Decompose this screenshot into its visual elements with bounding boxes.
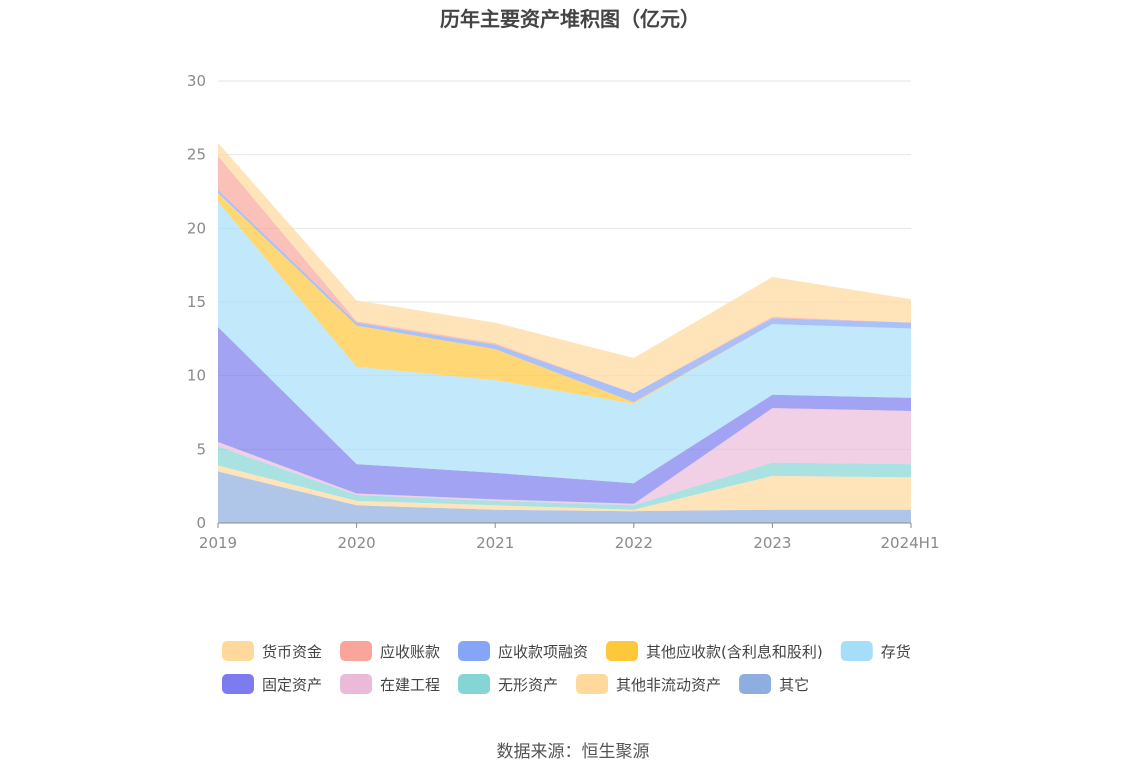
legend-swatch (739, 674, 772, 694)
y-tick-label: 20 (187, 219, 206, 237)
legend-swatch (222, 674, 254, 694)
legend-item-固定资产[interactable]: 固定资产 (222, 674, 322, 694)
chart-title: 历年主要资产堆积图（亿元） (440, 7, 700, 31)
y-tick-label: 0 (196, 514, 206, 532)
area-其他应收款(含利息和股利) (218, 193, 911, 404)
legend-swatch (340, 641, 373, 661)
legend-item-存货[interactable]: 存货 (840, 641, 911, 661)
y-tick-label: 25 (187, 146, 206, 164)
area-存货 (218, 201, 911, 484)
source-note: 数据来源：恒生聚源 (497, 742, 650, 762)
x-tick-label: 2024H1 (881, 534, 940, 552)
x-tick-label: 2019 (199, 534, 237, 552)
legend-item-在建工程[interactable]: 在建工程 (340, 674, 440, 694)
legend-item-无形资产[interactable]: 无形资产 (458, 674, 558, 694)
legend-swatch (458, 674, 491, 694)
legend-label: 在建工程 (380, 676, 440, 694)
x-tick-label: 2023 (753, 534, 791, 552)
legend-label: 无形资产 (498, 676, 558, 694)
legend-label: 其他非流动资产 (616, 676, 721, 694)
legend-item-其他非流动资产[interactable]: 其他非流动资产 (576, 674, 721, 694)
legend-swatch (840, 641, 873, 661)
legend-swatch (576, 674, 609, 694)
legend-item-其它[interactable]: 其它 (739, 674, 809, 694)
y-tick-label: 30 (187, 72, 206, 90)
x-tick-label: 2022 (615, 534, 653, 552)
legend-swatch (458, 641, 491, 661)
legend-item-其他应收款(含利息和股利)[interactable]: 其他应收款(含利息和股利) (606, 641, 823, 661)
legend-label: 其它 (779, 676, 809, 694)
x-tick-label: 2020 (338, 534, 376, 552)
legend-item-货币资金[interactable]: 货币资金 (222, 641, 322, 661)
y-tick-label: 10 (187, 367, 206, 385)
legend-swatch (606, 641, 639, 661)
plot-areas (218, 142, 911, 523)
area-货币资金 (218, 142, 911, 394)
legend-swatch (222, 641, 254, 661)
y-tick-label: 5 (196, 440, 206, 458)
legend-label: 应收款项融资 (498, 643, 588, 661)
legend-label: 固定资产 (262, 676, 322, 694)
x-tick-label: 2021 (476, 534, 514, 552)
legend-label: 应收账款 (380, 643, 440, 661)
area-在建工程 (218, 408, 911, 506)
area-其他非流动资产 (218, 465, 911, 512)
legend-label: 货币资金 (262, 643, 322, 661)
legend-label: 其他应收款(含利息和股利) (646, 643, 823, 661)
legend-item-应收账款[interactable]: 应收账款 (340, 641, 440, 661)
legend-swatch (340, 674, 373, 694)
legend-label: 存货 (881, 643, 911, 661)
axes: 0 5 10 15 20 25 30 2019 2020 2021 2022 2023 2024H1 (187, 72, 940, 552)
area-其它 (218, 471, 911, 523)
y-tick-label: 15 (187, 293, 206, 311)
legend-item-应收款项融资[interactable]: 应收款项融资 (458, 641, 588, 661)
